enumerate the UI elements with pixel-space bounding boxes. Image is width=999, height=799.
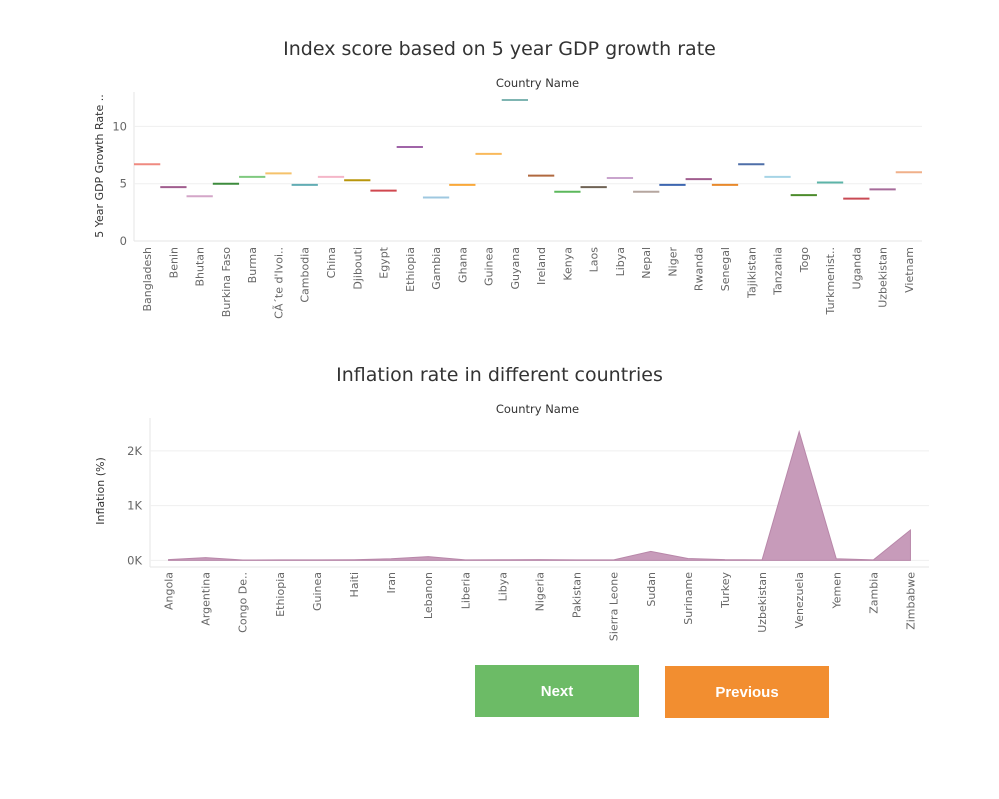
inflation-x-tick-label: Libya: [496, 572, 509, 601]
gdp-x-tick-label: Senegal: [719, 247, 732, 291]
gdp-x-tick-label: Uzbekistan: [877, 247, 890, 308]
inflation-y-axis-label: Inflation (%): [94, 457, 107, 525]
inflation-x-tick-label: Haiti: [348, 572, 361, 597]
gdp-y-tick-label: 0: [120, 234, 127, 248]
inflation-x-tick-label: Sierra Leone: [608, 572, 621, 641]
gdp-x-tick-label: Togo: [798, 247, 811, 274]
inflation-chart-title: Inflation rate in different countries: [336, 364, 663, 386]
gdp-x-tick-label: Egypt: [378, 246, 391, 278]
gdp-x-tick-label: Bangladesh: [141, 247, 154, 312]
inflation-x-tick-label: Angola: [163, 572, 176, 610]
gdp-x-tick-label: Laos: [588, 247, 601, 273]
gdp-x-tick-label: Ghana: [456, 247, 469, 283]
inflation-x-tick-label: Nigeria: [534, 572, 547, 611]
inflation-x-tick-label: Lebanon: [422, 572, 435, 619]
gdp-x-tick-label: Turkmenist..: [824, 247, 837, 315]
gdp-x-tick-label: Ethiopia: [404, 247, 417, 292]
inflation-area: [168, 429, 911, 561]
gdp-x-tick-label: Benin: [167, 247, 180, 278]
gdp-y-axis-label: 5 Year GDP Growth Rate ..: [93, 94, 106, 237]
inflation-x-tick-label: Pakistan: [571, 572, 584, 618]
inflation-x-tick-label: Suriname: [682, 572, 695, 625]
inflation-x-tick-label: Ethiopia: [274, 572, 287, 617]
gdp-x-tick-label: Bhutan: [194, 247, 207, 287]
previous-button[interactable]: Previous: [665, 666, 829, 718]
gdp-x-tick-label: Niger: [666, 247, 679, 277]
gdp-x-tick-label: Guinea: [483, 247, 496, 286]
inflation-chart-header: Country Name: [495, 402, 580, 416]
inflation-y-tick-label: 1K: [127, 499, 142, 513]
inflation-x-tick-label: Sudan: [645, 572, 658, 607]
inflation-x-tick-label: Iran: [385, 572, 398, 594]
gdp-x-tick-label: Tanzania: [772, 247, 785, 296]
inflation-y-tick-label: 0K: [127, 553, 142, 567]
next-button[interactable]: Next: [475, 665, 639, 717]
gdp-x-tick-label: CÃ´te d'Ivoi..: [272, 247, 285, 319]
inflation-x-tick-label: Turkey: [719, 572, 732, 609]
inflation-x-tick-label: Zambia: [867, 572, 880, 614]
gdp-x-tick-label: Cambodia: [299, 247, 312, 303]
gdp-x-tick-label: Vietnam: [903, 247, 916, 293]
gdp-x-tick-label: Libya: [614, 247, 627, 276]
inflation-x-tick-label: Congo De..: [237, 572, 250, 633]
gdp-x-tick-label: Gambia: [430, 247, 443, 290]
gdp-x-tick-label: Kenya: [561, 247, 574, 281]
inflation-x-tick-label: Yemen: [830, 572, 843, 610]
gdp-x-tick-label: Djibouti: [351, 247, 364, 290]
inflation-x-tick-label: Uzbekistan: [756, 572, 769, 633]
gdp-x-tick-label: Nepal: [640, 247, 653, 279]
gdp-x-tick-label: Rwanda: [693, 247, 706, 291]
gdp-x-tick-label: Uganda: [850, 247, 863, 289]
inflation-y-tick-label: 2K: [127, 444, 142, 458]
gdp-x-tick-label: Guyana: [509, 247, 522, 289]
inflation-x-tick-label: Venezuela: [793, 572, 806, 629]
inflation-x-tick-label: Guinea: [311, 572, 324, 611]
inflation-x-tick-label: Argentina: [200, 572, 213, 626]
gdp-x-tick-label: Tajikistan: [745, 247, 758, 299]
gdp-x-tick-label: Burma: [246, 247, 259, 283]
gdp-x-tick-label: Burkina Faso: [220, 247, 233, 317]
gdp-y-tick-label: 10: [112, 119, 127, 133]
inflation-x-tick-label: Zimbabwe: [904, 572, 917, 630]
gdp-y-tick-label: 5: [120, 177, 127, 191]
gdp-x-tick-label: Ireland: [535, 247, 548, 285]
gdp-chart-header: Country Name: [495, 76, 580, 90]
gdp-chart-title: Index score based on 5 year GDP growth r…: [283, 38, 716, 60]
gdp-x-tick-label: China: [325, 247, 338, 278]
inflation-x-tick-label: Liberia: [459, 572, 472, 609]
